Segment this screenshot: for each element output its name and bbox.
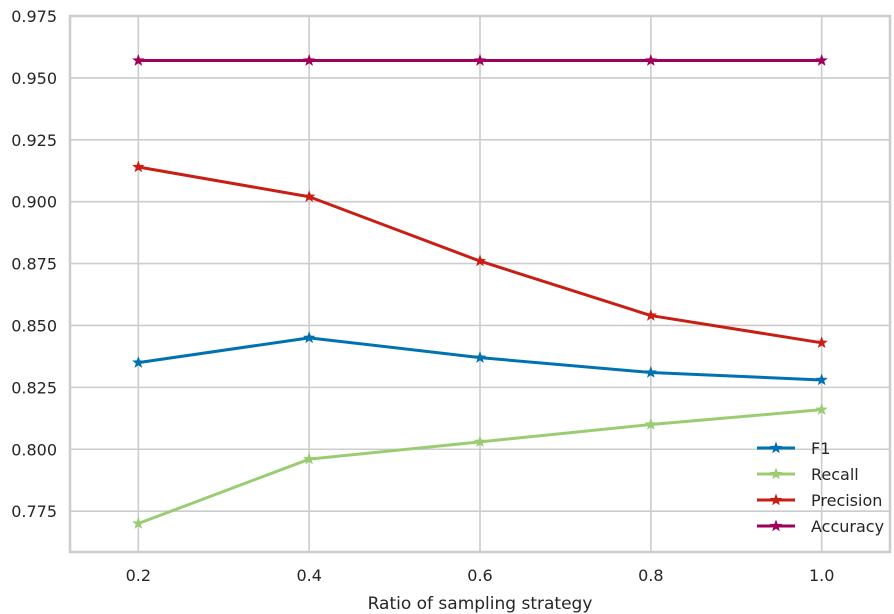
precision-marker [815, 336, 828, 349]
y-tick-label: 0.950 [11, 69, 57, 88]
recall-marker [644, 418, 658, 430]
grid [70, 15, 890, 552]
precision-marker [473, 254, 487, 267]
y-tick-label: 0.900 [11, 193, 57, 212]
legend: F1 Recall Precision Accuracy [757, 439, 884, 536]
f1-marker [815, 373, 828, 386]
tick-labels: 0.2 0.4 0.6 0.8 1.0 0.775 0.800 0.825 0.850 0.875… [11, 7, 834, 585]
legend-label: F1 [811, 439, 830, 458]
f1-marker [473, 351, 487, 363]
recall-marker [815, 403, 828, 415]
recall-marker [473, 435, 487, 448]
legend-label: Recall [811, 465, 859, 484]
series-precision [132, 160, 828, 349]
accuracy-marker [473, 54, 487, 66]
x-tick-label: 0.4 [296, 566, 321, 585]
legend-marker [769, 467, 783, 480]
y-tick-label: 0.875 [11, 255, 57, 274]
plot-frame [68, 14, 892, 554]
x-tick-label: 0.6 [467, 566, 492, 585]
f1-marker [132, 356, 145, 368]
legend-marker [769, 519, 783, 532]
series-recall [132, 403, 828, 529]
legend-item-precision: Precision [757, 491, 882, 510]
legend-marker [769, 493, 783, 506]
y-tick-label: 0.800 [11, 440, 57, 459]
legend-item-recall: Recall [757, 465, 859, 484]
legend-item-f1: F1 [757, 439, 830, 458]
y-tick-label: 0.825 [11, 378, 57, 397]
series-lines [132, 54, 828, 529]
recall-marker [302, 452, 316, 465]
y-tick-label: 0.850 [11, 316, 57, 335]
axes-frame [68, 14, 892, 554]
legend-label: Accuracy [811, 517, 884, 536]
f1-marker [644, 366, 658, 378]
x-tick-label: 0.8 [638, 566, 663, 585]
legend-item-accuracy: Accuracy [757, 517, 884, 536]
precision-marker [132, 160, 145, 173]
x-tick-label: 0.2 [126, 566, 151, 585]
legend-label: Precision [811, 491, 882, 510]
accuracy-marker [644, 54, 658, 66]
accuracy-marker [302, 54, 316, 66]
y-tick-label: 0.975 [11, 7, 57, 26]
accuracy-marker [132, 54, 145, 66]
precision-marker [644, 309, 658, 321]
legend-marker [769, 441, 783, 454]
x-tick-label: 1.0 [809, 566, 834, 585]
recall-marker [132, 517, 145, 529]
f1-marker [302, 331, 316, 344]
series-f1 [132, 331, 828, 386]
y-tick-label: 0.775 [11, 502, 57, 521]
x-axis-label: Ratio of sampling strategy [368, 594, 593, 614]
series-accuracy [132, 54, 828, 66]
precision-marker [302, 190, 316, 202]
accuracy-marker [815, 54, 828, 66]
y-tick-label: 0.925 [11, 131, 57, 150]
